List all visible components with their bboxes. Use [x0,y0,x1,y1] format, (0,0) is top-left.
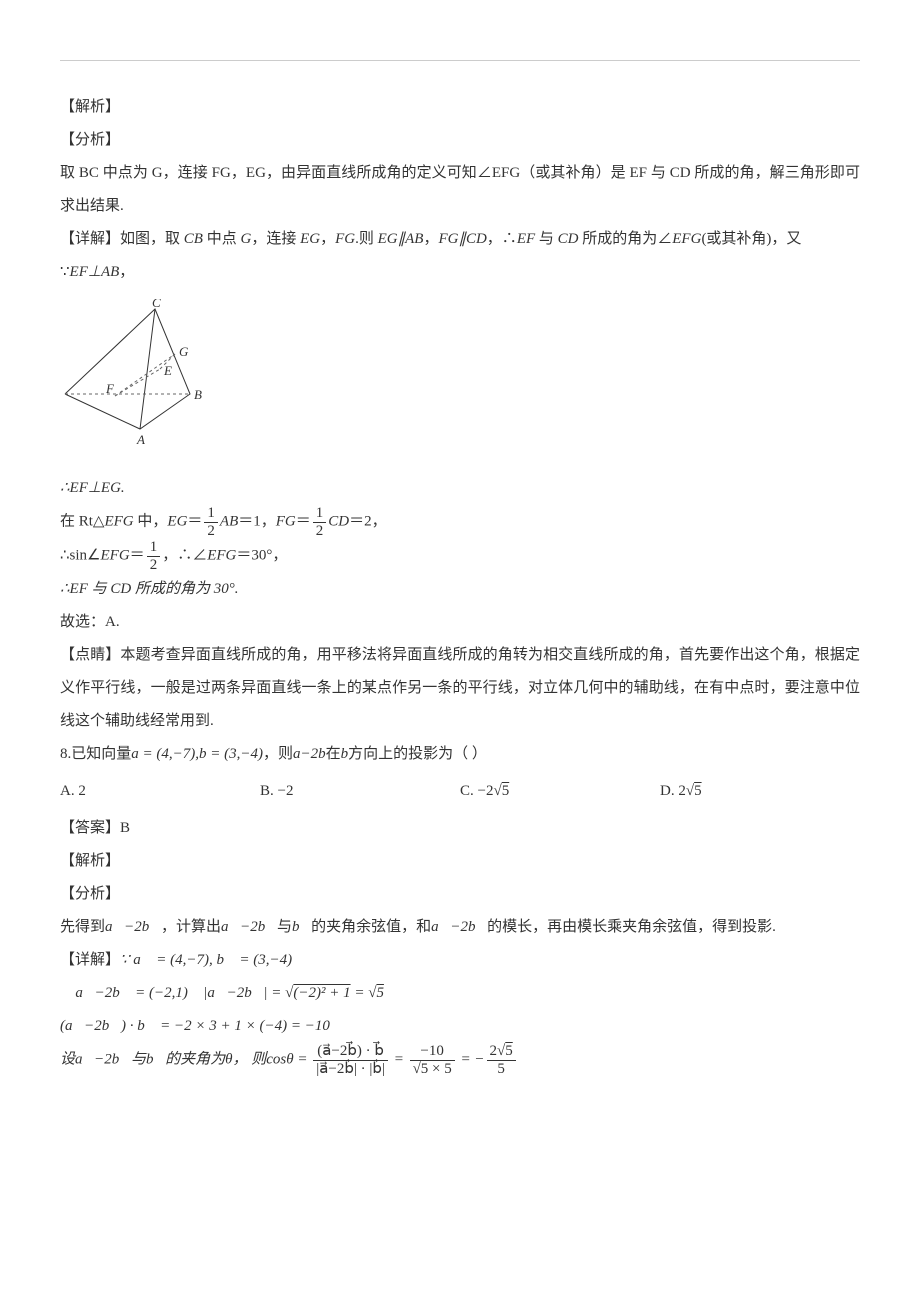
line3: ∴EF⊥EG. [60,472,860,505]
q8-detail-l1: 【详解】∵ a⃗ = (4,−7), b⃗ = (3,−4) [60,944,860,977]
label-B: B [194,387,202,402]
line6: ∴EF 与 CD 所成的角为 30°. [60,573,860,606]
line7: 故选：A. [60,606,860,639]
option-D: D. 2√5 [660,775,860,808]
q8-fenxi-text: 先得到a⃗−2b⃗，计算出a⃗−2b⃗与b⃗的夹角余弦值，和a⃗−2b⃗的模长，… [60,911,860,944]
dianjing-label: 【点睛】 [60,647,120,663]
frac-cos-2: −10√5 × 5 [410,1043,455,1077]
top-rule [60,60,860,61]
fenxi-text: 取 BC 中点为 G，连接 FG，EG，由异面直线所成角的定义可知∠EFG（或其… [60,157,860,223]
label-A: A [136,432,145,447]
q8-stem: 8.已知向量a = (4,−7),b = (3,−4)，则a−2b在b方向上的投… [60,738,860,771]
line5: ∴sin∠EFG＝12，∴∠EFG＝30°， [60,539,860,573]
label-G: G [179,344,189,359]
document-page: 【解析】 【分析】 取 BC 中点为 G，连接 FG，EG，由异面直线所成角的定… [0,0,920,1117]
detail-line1: 【详解】如图，取 CB 中点 G，连接 EG，FG.则 EG∥AB，FG∥CD，… [60,223,860,256]
option-C: C. −2√5 [460,775,660,808]
dianjing-text: 本题考查异面直线所成的角，用平移法将异面直线所成的角转为相交直线所成的角，首先要… [60,647,860,729]
geometry-figure: A B C D E F G [60,299,860,462]
label-C: C [152,299,161,310]
fraction-half-1: 12 [204,505,218,539]
q8-answer: 【答案】B [60,812,860,845]
q8-detail-l3: (a⃗−2b⃗) · b⃗ = −2 × 3 + 1 × (−4) = −10 [60,1010,860,1043]
heading-fenxi: 【分析】 [60,124,860,157]
frac-cos-1: (a⃗−2b⃗) · b⃗|a⃗−2b⃗| · |b⃗| [313,1043,388,1077]
label-D: D [60,387,61,402]
q8-detail-l2: ∴ a⃗−2b⃗ = (−2,1)， |a⃗−2b⃗| = √(−2)² + 1… [60,977,860,1010]
option-B: B. −2 [260,775,460,808]
frac-cos-3: 2√55 [487,1043,516,1077]
q8-fenxi: 【分析】 [60,878,860,911]
heading-analysis: 【解析】 [60,91,860,124]
detail-line2: ∵EF⊥AB， [60,256,860,289]
label-E: E [163,363,172,378]
q8-detail-l4: 设a⃗−2b⃗与b⃗的夹角为θ， 则cosθ = (a⃗−2b⃗) · b⃗|a… [60,1043,860,1077]
tetrahedron-svg: A B C D E F G [60,299,220,449]
label-F: F [105,381,115,396]
fraction-half-2: 12 [313,505,327,539]
fraction-half-3: 12 [147,539,161,573]
line4: 在 Rt△EFG 中，EG＝12AB＝1，FG＝12CD＝2， [60,505,860,539]
detail-label: 【详解】 [60,231,120,247]
option-A: A. 2 [60,775,260,808]
q8-jiexi: 【解析】 [60,845,860,878]
dianjing: 【点睛】本题考查异面直线所成的角，用平移法将异面直线所成的角转为相交直线所成的角… [60,639,860,738]
q8-options: A. 2 B. −2 C. −2√5 D. 2√5 [60,775,860,808]
